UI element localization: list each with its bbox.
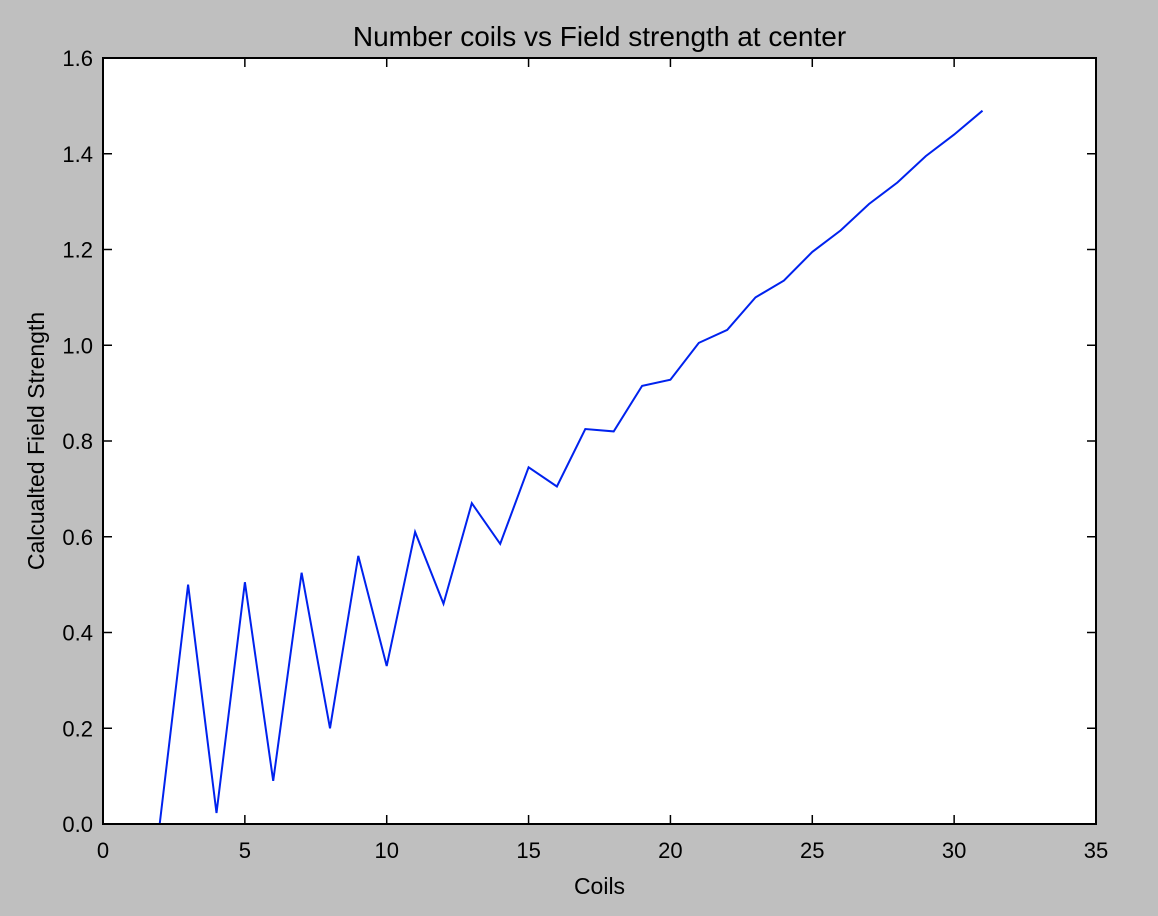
y-tick-label: 0.8 (62, 429, 93, 454)
x-tick-label: 35 (1084, 838, 1108, 863)
x-tick-label: 10 (374, 838, 398, 863)
plot-area (103, 58, 1096, 824)
y-tick-label: 1.6 (62, 46, 93, 71)
series-line (158, 109, 984, 825)
x-axis-label: Coils (574, 873, 625, 899)
x-tick-label: 0 (97, 838, 109, 863)
y-tick-label: 0.4 (62, 621, 93, 646)
x-tick-label: 5 (239, 838, 251, 863)
y-tick-label: 1.4 (62, 142, 93, 167)
chart-title: Number coils vs Field strength at center (353, 21, 846, 52)
ticks: 0 5 10 15 20 25 30 35 0.0 0.2 0.4 0.6 0.8 1.0 1.2 1.4 1.… (62, 46, 1108, 863)
x-tick-label: 25 (800, 838, 824, 863)
y-tick-label: 0.6 (62, 525, 93, 550)
y-tick-label: 1.2 (62, 238, 93, 263)
x-tick-label: 20 (658, 838, 682, 863)
x-tick-label: 30 (942, 838, 966, 863)
x-tick-label: 15 (516, 838, 540, 863)
plot-frame (102, 57, 1097, 825)
y-tick-label: 0.2 (62, 716, 93, 741)
y-tick-label: 1.0 (62, 333, 93, 358)
y-axis-label: Calcualted Field Strength (23, 312, 49, 570)
y-tick-label: 0.0 (62, 812, 93, 837)
